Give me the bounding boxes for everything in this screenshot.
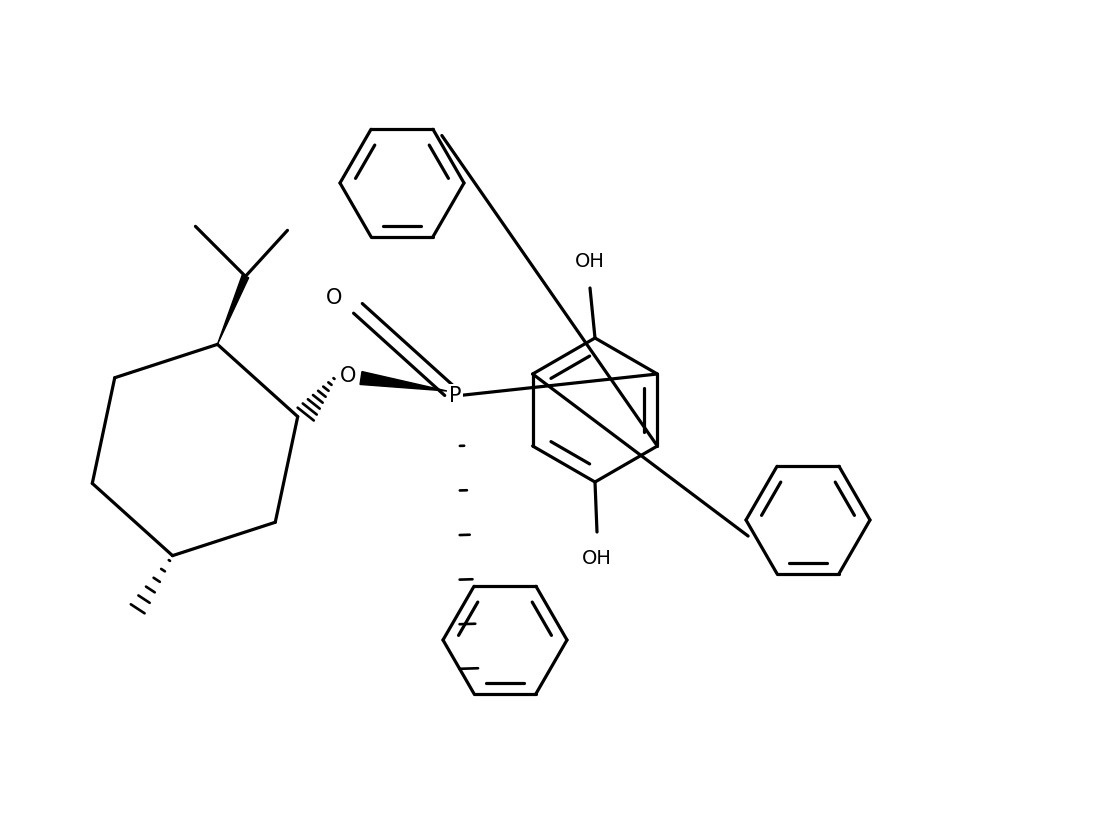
Text: OH: OH [582, 550, 612, 568]
Text: O: O [339, 366, 356, 386]
Text: O: O [326, 288, 343, 308]
Polygon shape [217, 275, 249, 344]
Text: P: P [449, 386, 462, 406]
Polygon shape [360, 371, 447, 391]
Text: OH: OH [575, 251, 605, 271]
